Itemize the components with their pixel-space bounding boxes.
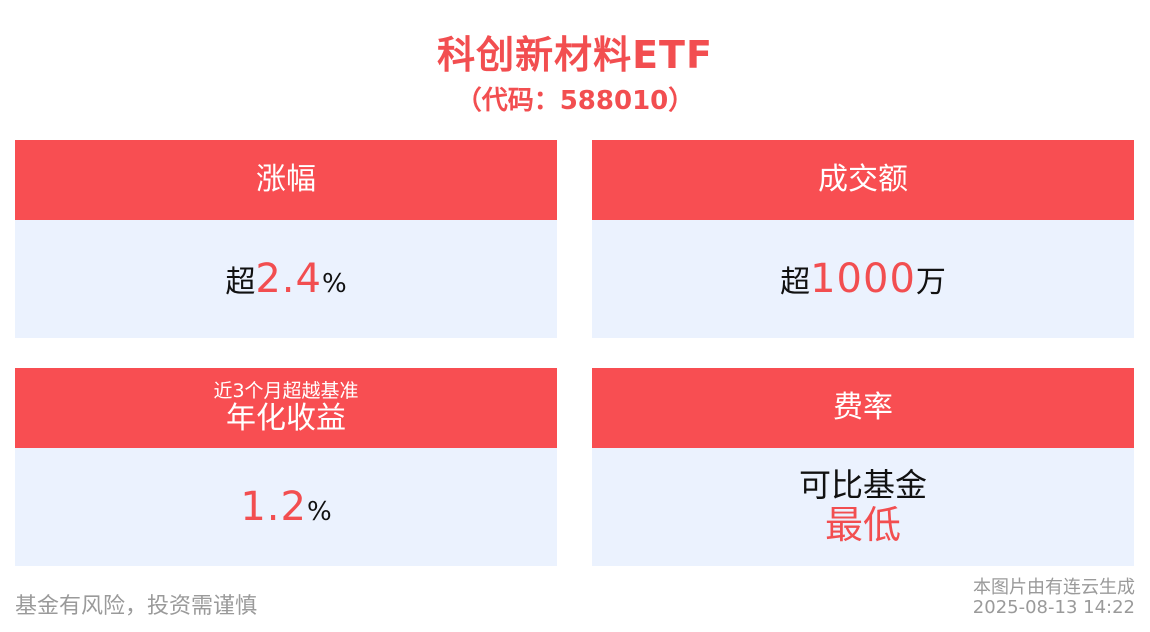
change-card-title: 涨幅 — [256, 162, 316, 197]
change-card-body: 超 2.4 % — [15, 220, 557, 338]
excess-return-card-body: 1.2 % — [15, 448, 557, 566]
turnover-number: 1000 — [810, 256, 916, 302]
page-title: 科创新材料ETF — [437, 33, 713, 77]
excess-return-suffix: % — [306, 497, 332, 527]
image-credit: 本图片由有连云生成 2025-08-13 14:22 — [973, 578, 1135, 618]
change-number: 2.4 — [255, 256, 322, 302]
risk-disclaimer: 基金有风险，投资需谨慎 — [15, 594, 258, 619]
turnover-card-title: 成交额 — [818, 162, 908, 197]
credit-text: 本图片由有连云生成 — [973, 577, 1135, 598]
turnover-card-header: 成交额 — [592, 140, 1134, 220]
turnover-value: 超 1000 万 — [780, 256, 946, 302]
change-card: 涨幅 超 2.4 % — [15, 140, 557, 338]
excess-return-card-header: 近3个月超越基准 年化收益 — [15, 368, 557, 448]
turnover-card-body: 超 1000 万 — [592, 220, 1134, 338]
change-suffix: % — [321, 269, 347, 299]
fee-lowest-label: 最低 — [824, 503, 901, 547]
fee-card-body: 可比基金 最低 — [592, 448, 1134, 566]
excess-return-title: 年化收益 — [226, 401, 346, 436]
excess-return-number: 1.2 — [240, 484, 307, 530]
change-card-header: 涨幅 — [15, 140, 557, 220]
fee-compare-label: 可比基金 — [798, 466, 927, 504]
excess-return-subtitle: 近3个月超越基准 — [213, 380, 359, 402]
fee-card: 费率 可比基金 最低 — [592, 368, 1134, 566]
change-value: 超 2.4 % — [225, 256, 346, 302]
turnover-card: 成交额 超 1000 万 — [592, 140, 1134, 338]
fee-card-header: 费率 — [592, 368, 1134, 448]
excess-return-card: 近3个月超越基准 年化收益 1.2 % — [15, 368, 557, 566]
turnover-prefix: 超 — [780, 265, 811, 300]
change-prefix: 超 — [225, 265, 256, 300]
fund-code: （代码：588010） — [455, 86, 695, 116]
turnover-suffix: 万 — [915, 265, 946, 300]
excess-return-value: 1.2 % — [240, 484, 331, 530]
timestamp: 2025-08-13 14:22 — [972, 597, 1135, 618]
fee-card-title: 费率 — [833, 390, 893, 425]
